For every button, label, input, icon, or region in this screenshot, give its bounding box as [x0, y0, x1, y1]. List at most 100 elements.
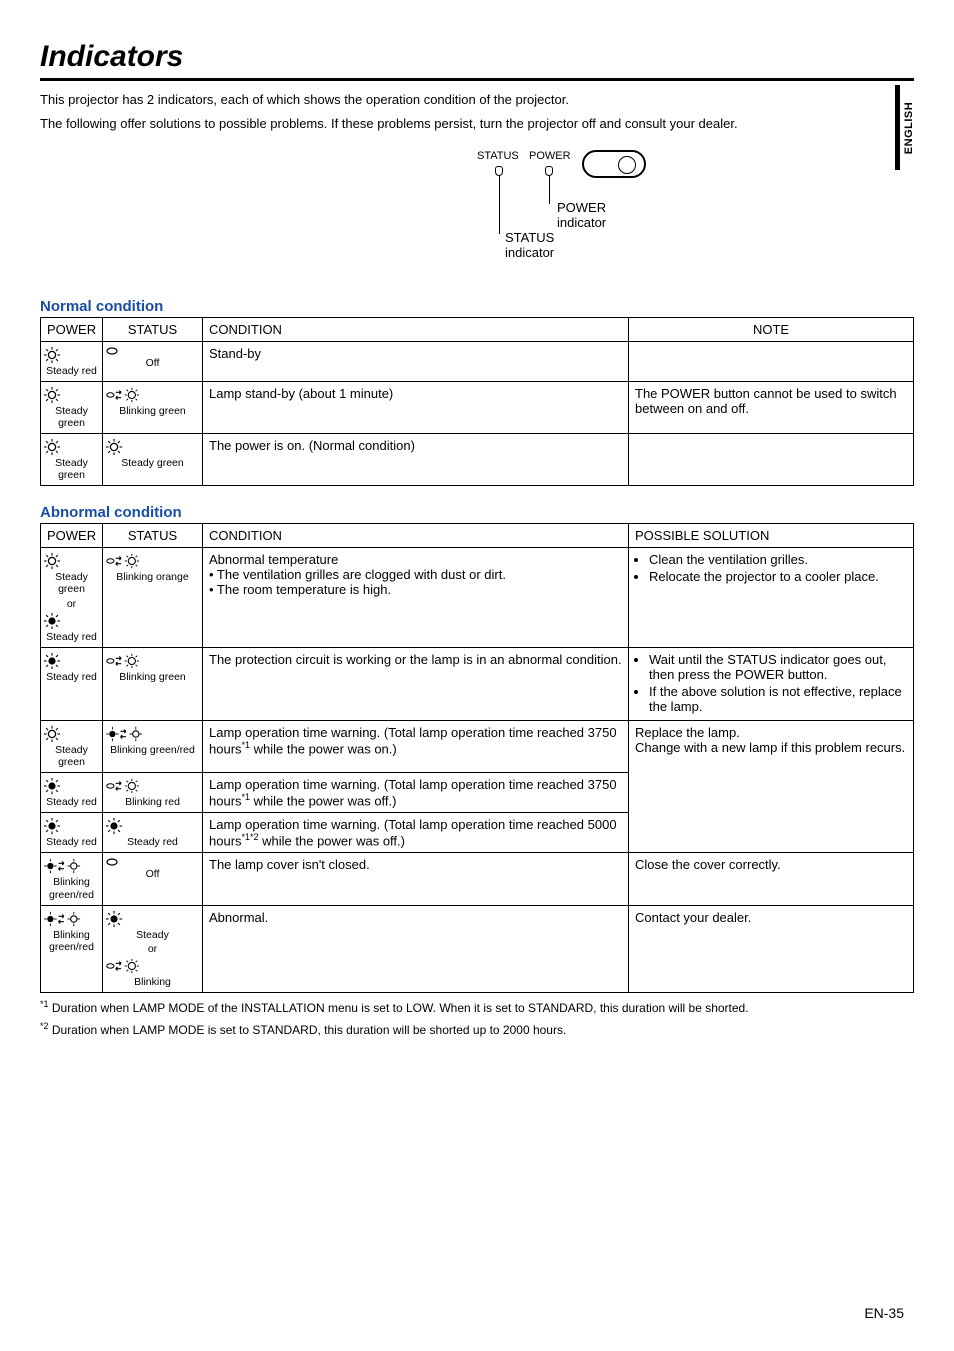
indicator-label: Blinking red [125, 796, 180, 808]
indicator-label: Blinking green [119, 405, 186, 417]
steady-filled-icon [43, 777, 100, 795]
diagram-power-label: POWER [529, 150, 571, 162]
page-number: EN-35 [864, 1305, 904, 1321]
indicator-label: Steady [136, 929, 169, 941]
steady-filled-icon [105, 910, 200, 928]
footnote-2: *2 Duration when LAMP MODE is set to STA… [40, 1021, 914, 1037]
off-icon [105, 346, 200, 356]
col-power: POWER [41, 524, 103, 548]
power-cell: Steady green [41, 720, 103, 772]
solution-item: Relocate the projector to a cooler place… [649, 569, 907, 584]
blinking-icon [105, 777, 200, 795]
normal-condition-table: POWER STATUS CONDITION NOTE Steady red Of… [40, 317, 914, 486]
power-button-icon [582, 150, 646, 178]
steady-filled-icon [43, 612, 100, 630]
col-power: POWER [41, 318, 103, 342]
indicator-label: Blinking [134, 976, 171, 988]
status-cell: Steady red [103, 813, 203, 853]
table-header-row: POWER STATUS CONDITION NOTE [41, 318, 914, 342]
status-cell: Off [103, 342, 203, 382]
power-cell: Steady red [41, 647, 103, 720]
condition-cell: Lamp stand-by (about 1 minute) [203, 382, 629, 434]
blinking-icon [105, 552, 200, 570]
steady-filled-icon [43, 817, 100, 835]
power-cell: Steady red [41, 813, 103, 853]
footnote-1-marker: *1 [40, 999, 49, 1009]
table-header-row: POWER STATUS CONDITION POSSIBLE SOLUTION [41, 524, 914, 548]
solution-item: Wait until the STATUS indicator goes out… [649, 652, 907, 682]
condition-cell: Lamp operation time warning. (Total lamp… [203, 813, 629, 853]
abnormal-heading: Abnormal condition [40, 504, 914, 521]
condition-cell: Abnormal temperature• The ventilation gr… [203, 548, 629, 647]
power-cell: Blinking green/red [41, 853, 103, 905]
power-cell: Steady green [41, 434, 103, 486]
diagram-status-label: STATUS [477, 150, 519, 162]
indicator-label: Blinking green/red [110, 744, 195, 756]
intro-line-1: This projector has 2 indicators, each of… [40, 91, 914, 109]
blinking-icon [105, 957, 200, 975]
solution-cell: Close the cover correctly. [629, 853, 914, 905]
status-cell: Blinking red [103, 772, 203, 812]
indicator-label: Steady red [46, 365, 97, 377]
solution-item: If the above solution is not effective, … [649, 684, 907, 714]
condition-cell: Stand-by [203, 342, 629, 382]
col-status: STATUS [103, 318, 203, 342]
status-cell: Blinking green/red [103, 720, 203, 772]
indicator-label: Steady green [55, 405, 88, 429]
table-row: Blinking green/redOffThe lamp cover isn'… [41, 853, 914, 905]
table-row: Steady redBlinking greenThe protection c… [41, 647, 914, 720]
table-row: Steady greenSteady greenThe power is on.… [41, 434, 914, 486]
footnote-2-text: Duration when LAMP MODE is set to STANDA… [49, 1023, 567, 1037]
normal-heading: Normal condition [40, 298, 914, 315]
indicator-label: Steady red [46, 671, 97, 683]
note-cell: The POWER button cannot be used to switc… [629, 382, 914, 434]
indicator-label: Steady red [46, 836, 97, 848]
table-row: Steady greenorSteady red Blinking orange A… [41, 548, 914, 647]
status-cell: Blinking green [103, 382, 203, 434]
indicator-label: Steady green [55, 457, 88, 481]
col-condition: CONDITION [203, 524, 629, 548]
indicator-label: Blinking green/red [49, 929, 94, 953]
col-note: NOTE [629, 318, 914, 342]
status-cell: Blinking orange [103, 548, 203, 647]
status-cell: SteadyorBlinking [103, 905, 203, 992]
condition-cell: Lamp operation time warning. (Total lamp… [203, 720, 629, 772]
indicator-label: Steady red [46, 796, 97, 808]
solution-cell: Clean the ventilation grilles. Relocate t… [629, 548, 914, 647]
blinking-two-color-icon [43, 857, 100, 875]
off-icon [105, 857, 200, 867]
table-row: Steady red Off Stand-by [41, 342, 914, 382]
blinking-two-color-icon [105, 725, 200, 743]
steady-icon [43, 346, 100, 364]
indicator-label: Off [146, 357, 160, 369]
col-status: STATUS [103, 524, 203, 548]
power-led-icon [545, 166, 553, 176]
status-indicator-caption: STATUS indicator [505, 230, 554, 260]
abnormal-condition-table: POWER STATUS CONDITION POSSIBLE SOLUTION… [40, 523, 914, 992]
page-title: Indicators [40, 40, 914, 81]
power-indicator-caption: POWER indicator [557, 200, 606, 230]
footnote-1-text: Duration when LAMP MODE of the INSTALLAT… [49, 1001, 749, 1015]
solution-cell: Wait until the STATUS indicator goes out… [629, 647, 914, 720]
solution-item: Clean the ventilation grilles. [649, 552, 907, 567]
steady-filled-icon [43, 652, 100, 670]
indicator-label: Steady red [46, 631, 97, 643]
indicator-label: Steady green [55, 744, 88, 768]
steady-icon [43, 386, 100, 404]
power-cell: Steady red [41, 772, 103, 812]
steady-filled-icon [105, 817, 200, 835]
solution-cell: Replace the lamp.Change with a new lamp … [629, 720, 914, 853]
intro-line-2: The following offer solutions to possibl… [40, 115, 914, 133]
condition-cell: The protection circuit is working or the… [203, 647, 629, 720]
col-condition: CONDITION [203, 318, 629, 342]
table-row: Blinking green/redSteadyorBlinkingAbnorm… [41, 905, 914, 992]
indicator-label: Blinking orange [116, 571, 188, 583]
col-solution: POSSIBLE SOLUTION [629, 524, 914, 548]
note-cell [629, 434, 914, 486]
solution-cell: Contact your dealer. [629, 905, 914, 992]
indicator-diagram: STATUS POWER POWER indicator STATUS indi… [40, 138, 914, 258]
blinking-icon [105, 652, 200, 670]
power-pointer-line [549, 176, 550, 204]
power-cell: Steady greenorSteady red [41, 548, 103, 647]
table-row: Steady green Blinking green/red Lamp opera… [41, 720, 914, 772]
